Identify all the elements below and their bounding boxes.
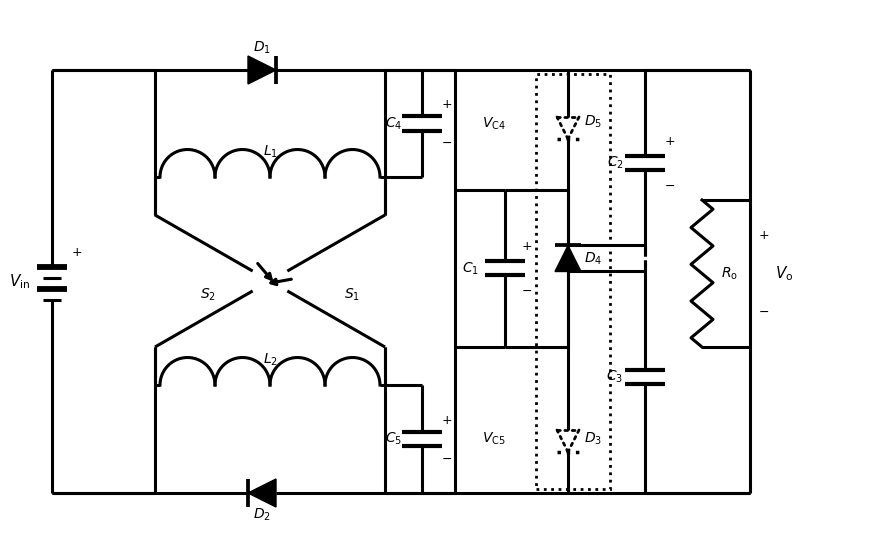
Text: $L_1$: $L_1$	[263, 144, 278, 160]
Polygon shape	[248, 479, 276, 507]
Text: $D_3$: $D_3$	[584, 431, 602, 447]
Text: $-$: $-$	[759, 305, 770, 318]
Text: $S_2$: $S_2$	[200, 287, 216, 303]
Text: $S_1$: $S_1$	[344, 287, 360, 303]
Text: $C_4$: $C_4$	[385, 115, 402, 132]
Bar	[536, 74, 610, 489]
Polygon shape	[248, 56, 276, 84]
Text: $V_{\rm in}$: $V_{\rm in}$	[10, 273, 31, 291]
Text: $V_{\rm o}$: $V_{\rm o}$	[774, 264, 794, 283]
Text: $D_4$: $D_4$	[584, 250, 602, 267]
Text: $C_5$: $C_5$	[386, 431, 402, 447]
Text: $D_2$: $D_2$	[253, 507, 271, 523]
Text: $R_{\rm o}$: $R_{\rm o}$	[721, 265, 739, 282]
Polygon shape	[555, 245, 581, 271]
Text: $+$: $+$	[759, 229, 770, 242]
Text: $C_2$: $C_2$	[607, 155, 623, 171]
Text: $+$: $+$	[442, 98, 452, 111]
Text: $-$: $-$	[521, 284, 533, 297]
Text: $C_1$: $C_1$	[462, 260, 478, 277]
Text: $+$: $+$	[521, 240, 533, 253]
Text: $V_{\rm C4}$: $V_{\rm C4}$	[482, 115, 506, 132]
Text: $-$: $-$	[664, 179, 676, 191]
Text: $-$: $-$	[442, 452, 452, 465]
Text: $+$: $+$	[72, 245, 83, 259]
Text: $-$: $-$	[442, 136, 452, 149]
Text: $L_2$: $L_2$	[263, 352, 278, 368]
Text: $C_3$: $C_3$	[607, 369, 623, 385]
Text: $+$: $+$	[442, 413, 452, 426]
Text: $V_{\rm C5}$: $V_{\rm C5}$	[482, 431, 505, 447]
Text: $+$: $+$	[664, 135, 676, 148]
Text: $D_1$: $D_1$	[253, 40, 271, 56]
Text: $D_5$: $D_5$	[584, 114, 602, 130]
